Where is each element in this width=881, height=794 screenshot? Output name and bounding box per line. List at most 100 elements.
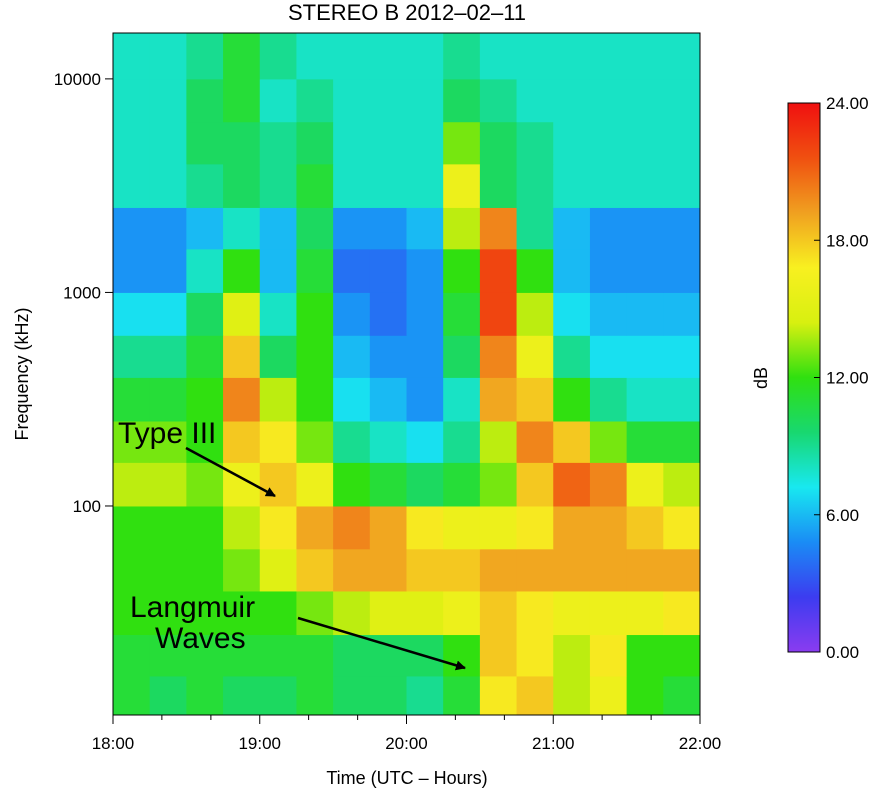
cell [553,675,591,716]
colorbar-tick-label: 6.00 [826,506,859,525]
cell [223,33,261,80]
cell [223,675,261,716]
cell [479,121,518,165]
cell [663,462,701,507]
cell [113,462,151,507]
cell [223,121,261,165]
cell [333,292,371,336]
cell [186,248,224,293]
cell [443,207,481,250]
spectrogram [113,33,701,716]
cell [626,33,664,80]
cell [663,33,701,80]
cell [479,377,518,422]
cell [333,163,371,208]
cell [589,634,628,677]
x-tick-label: 21:00 [532,734,575,753]
cell [663,377,701,422]
cell [406,163,444,208]
cell [589,207,628,250]
cell [479,335,518,378]
cell [553,505,591,550]
annotation: Type III [118,417,216,450]
cell [149,163,187,208]
cell [333,462,371,507]
cell [589,335,628,378]
cell [663,675,701,716]
cell [149,634,187,677]
cell [186,634,224,677]
cell [553,462,591,507]
cell [516,420,554,463]
cell [479,675,518,716]
cell [516,675,554,716]
cell [406,590,444,636]
cell [626,163,664,208]
cell [259,420,297,463]
cell [149,675,187,716]
cell [406,462,444,507]
cell [516,505,554,550]
cell [223,505,261,550]
cell [516,207,554,250]
colorbar-title: dB [751,367,771,389]
cell [443,335,481,378]
cell [626,292,664,336]
cell [626,207,664,250]
cell [406,335,444,378]
cell [259,121,297,165]
cell [259,505,297,550]
cell [186,420,224,463]
cell [516,292,554,336]
cell [663,248,701,293]
cell [553,377,591,422]
cell [589,377,628,422]
cell [406,78,444,123]
cell [113,248,151,293]
cell [516,335,554,378]
cell [113,377,151,422]
cell [296,505,334,550]
cell [443,248,481,293]
cell [296,634,334,677]
cell [296,420,334,463]
cell [406,207,444,250]
cell [516,462,554,507]
cell [479,248,518,293]
colorbar-tick-label: 18.00 [826,231,869,250]
cell [663,207,701,250]
cell [186,548,224,592]
cell [223,335,261,378]
cell [296,377,334,422]
cell [149,420,187,463]
cell [113,505,151,550]
cell [406,377,444,422]
annotation-arrow [297,616,466,671]
cell [516,248,554,293]
cell [369,335,407,378]
cell [223,590,261,636]
cell [443,675,481,716]
chart-title: STEREO B 2012–02–11 [288,0,526,25]
cell [663,420,701,463]
cell [443,377,481,422]
cell [223,292,261,336]
cell [369,505,407,550]
cell [626,377,664,422]
cell [259,292,297,336]
cell [186,121,224,165]
cell [149,292,187,336]
cell [663,121,701,165]
cell [296,121,334,165]
cell [443,590,481,636]
cell [479,462,518,507]
cell [663,505,701,550]
cell [333,377,371,422]
cell [296,462,334,507]
cell [369,675,407,716]
colorbar-tick-label: 24.00 [826,94,869,113]
cell [223,207,261,250]
cell [186,78,224,123]
cell [149,207,187,250]
